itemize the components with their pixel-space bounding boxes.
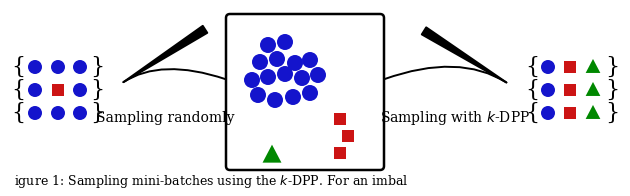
Text: {: { [11, 102, 25, 124]
Circle shape [285, 89, 301, 105]
Bar [334, 147, 347, 159]
FancyBboxPatch shape [226, 14, 384, 170]
Bar [52, 84, 64, 96]
Text: Sampling randomly: Sampling randomly [96, 111, 234, 125]
Text: {: { [11, 56, 25, 78]
Circle shape [541, 60, 555, 74]
Circle shape [250, 87, 266, 103]
Circle shape [260, 37, 276, 53]
Bar [564, 84, 576, 96]
Circle shape [310, 67, 326, 83]
Circle shape [302, 85, 318, 101]
Text: {: { [525, 102, 539, 124]
Text: }: } [90, 79, 104, 101]
Circle shape [252, 54, 268, 70]
Circle shape [28, 83, 42, 97]
Text: }: } [90, 56, 104, 78]
Circle shape [51, 60, 65, 74]
Circle shape [51, 106, 65, 120]
Circle shape [269, 51, 285, 67]
Circle shape [541, 83, 555, 97]
Bar [341, 130, 354, 142]
Text: }: } [605, 102, 619, 124]
Circle shape [277, 34, 293, 50]
Circle shape [73, 60, 87, 74]
Circle shape [541, 106, 555, 120]
Polygon shape [263, 145, 282, 163]
Circle shape [28, 106, 42, 120]
Text: {: { [525, 79, 539, 101]
Circle shape [73, 106, 87, 120]
Text: }: } [605, 79, 619, 101]
Text: igure 1: Sampling mini-batches using the $k$-DPP. For an imbal: igure 1: Sampling mini-batches using the… [14, 173, 409, 190]
Polygon shape [586, 105, 600, 119]
Circle shape [28, 60, 42, 74]
Circle shape [287, 55, 303, 71]
Circle shape [260, 69, 276, 85]
Bar [564, 61, 576, 73]
Circle shape [73, 83, 87, 97]
Circle shape [244, 72, 260, 88]
Polygon shape [586, 82, 600, 96]
Circle shape [277, 66, 293, 82]
Text: }: } [90, 102, 104, 124]
Circle shape [302, 52, 318, 68]
Bar [334, 113, 347, 125]
Text: Sampling with $k$-DPP: Sampling with $k$-DPP [380, 109, 530, 127]
Text: }: } [605, 56, 619, 78]
Bar [564, 107, 576, 119]
Text: {: { [525, 56, 539, 78]
Circle shape [267, 92, 283, 108]
Text: {: { [11, 79, 25, 101]
Circle shape [294, 70, 310, 86]
Polygon shape [586, 59, 600, 73]
